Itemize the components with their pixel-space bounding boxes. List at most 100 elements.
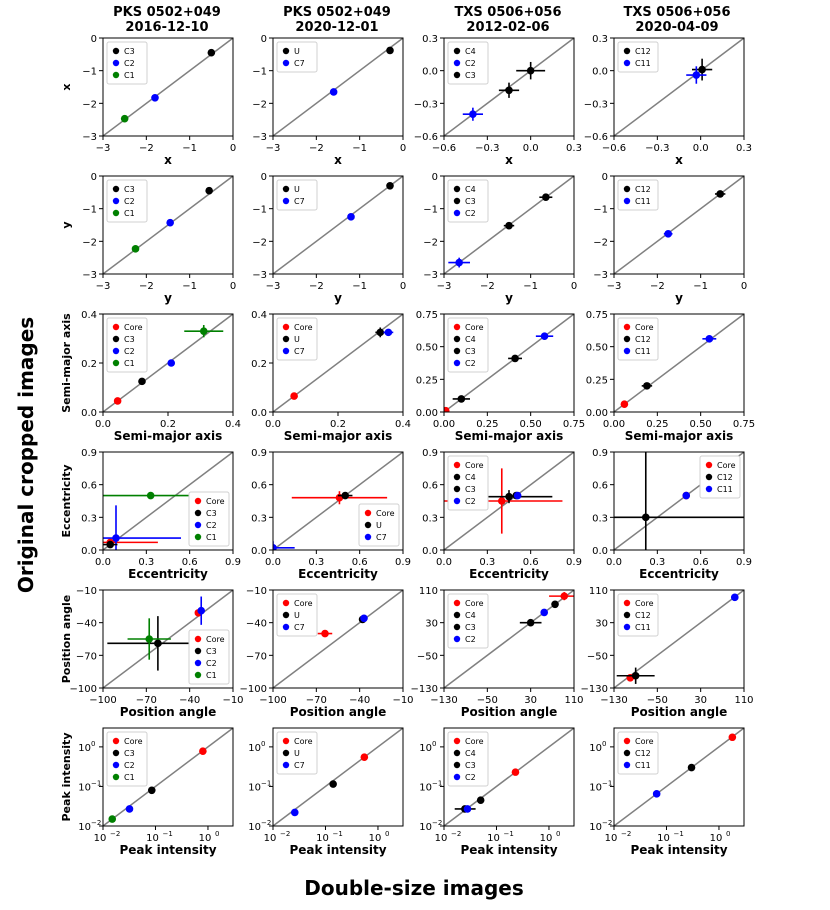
y-tick-exponent: 0	[432, 740, 436, 748]
legend-label: C2	[465, 773, 476, 782]
axes-frame	[613, 37, 745, 137]
legend-marker	[112, 197, 120, 205]
legend-marker	[705, 461, 713, 469]
y-tick-label: −50	[587, 651, 608, 662]
x-axis-label: Eccentricity	[469, 567, 549, 581]
legend: Core C4 C3 C2	[447, 317, 489, 373]
legend-marker	[453, 773, 461, 781]
data-point-c3	[511, 354, 519, 363]
legend: Core C4 C3 C2	[447, 593, 489, 649]
data-point-c1	[199, 327, 208, 335]
legend-marker	[453, 485, 461, 493]
legend-label: C2	[206, 659, 217, 668]
x-tick-label: 0.3	[566, 143, 582, 154]
data-point-c4	[505, 492, 513, 501]
plot-area	[273, 728, 403, 826]
y-tick-label: 0.50	[416, 343, 438, 354]
legend: U C7	[276, 41, 318, 73]
x-tick-label: −2	[139, 143, 154, 154]
x-tick-label: 30	[694, 695, 707, 706]
legend-label: C4	[465, 185, 476, 194]
y-tick-label: 0.0	[422, 546, 438, 557]
y-tick-label: 0	[91, 34, 97, 45]
x-tick-label: 0.0	[606, 557, 622, 568]
legend: Core C12 C11	[699, 455, 741, 499]
y-tick-label: −70	[76, 651, 97, 662]
x-tick-label: −2	[139, 281, 154, 292]
legend-label: U	[294, 335, 300, 344]
panel-smaj-col3: 0.00 0.25 0.50 0.750.000.250.500.75Semi-maj…	[416, 310, 585, 443]
data-point-c2	[513, 491, 522, 500]
legend-label: C4	[465, 47, 476, 56]
x-tick-exponent: 0	[385, 830, 389, 838]
legend-label: C1	[206, 533, 217, 542]
y-tick-label: −130	[581, 684, 608, 695]
axes-frame	[443, 313, 575, 413]
legend-marker	[282, 197, 290, 205]
legend-marker	[623, 59, 631, 67]
y-tick-label: −2	[82, 99, 97, 110]
legend-marker	[282, 761, 290, 769]
y-tick-label: 0.0	[592, 67, 608, 78]
x-tick-label: −50	[477, 695, 498, 706]
legend-marker	[453, 737, 461, 745]
legend-label: C4	[465, 611, 476, 620]
data-point-c7	[290, 808, 299, 817]
x-tick-label: 10	[657, 833, 670, 844]
legend-marker	[623, 749, 631, 757]
y-axis-label: Eccentricity	[60, 464, 73, 537]
y-tick-label: 10	[248, 822, 261, 833]
legend-marker	[282, 59, 290, 67]
data-point-c3	[106, 540, 115, 549]
plot-area	[273, 452, 403, 550]
legend-label: Core	[635, 323, 654, 332]
data-point-c11	[682, 491, 691, 500]
legend-marker	[112, 59, 120, 67]
y-tick-exponent: −1	[602, 779, 612, 787]
data-point-c3	[207, 48, 216, 57]
legend-label: Core	[124, 737, 143, 746]
data-point-core	[199, 747, 207, 755]
y-tick-label: 0.75	[416, 310, 438, 321]
data-point-c2	[197, 606, 206, 615]
panel-pa-col3: −130 −50 30 110 −130 −50 30 110 Position angle Co…	[411, 586, 584, 719]
legend-marker	[112, 71, 120, 79]
legend: C3 C2 C1	[106, 41, 148, 85]
x-tick-label: −1	[352, 281, 367, 292]
legend-marker	[623, 335, 631, 343]
plot-area	[614, 314, 744, 412]
x-axis-label: Position angle	[461, 705, 558, 719]
x-tick-exponent: 0	[556, 830, 560, 838]
x-tick-label: 0.75	[733, 419, 755, 430]
panel-smaj-col4: 0.00 0.25 0.50 0.750.000.250.500.75Semi-maj…	[586, 310, 755, 443]
axes-frame	[443, 451, 575, 551]
legend-label: Core	[465, 599, 484, 608]
x-tick-label: −3	[437, 281, 452, 292]
data-point-u	[376, 328, 385, 337]
x-tick-label: 0.75	[563, 419, 585, 430]
x-tick-label: 0	[400, 281, 406, 292]
data-point-c3	[154, 639, 162, 648]
y-tick-label: 0.0	[81, 546, 97, 557]
y-tick-label: 10	[78, 822, 91, 833]
x-tick-label: 0.6	[182, 557, 198, 568]
legend-marker	[453, 323, 461, 331]
y-tick-label: −3	[82, 132, 97, 143]
legend-label: C11	[635, 347, 651, 356]
x-tick-label: −0.3	[475, 143, 499, 154]
legend-label: U	[294, 611, 300, 620]
legend-marker	[453, 209, 461, 217]
y-tick-label: 10	[248, 782, 261, 793]
legend-marker	[453, 47, 461, 55]
legend-marker	[623, 323, 631, 331]
x-tick-exponent: −1	[673, 830, 683, 838]
y-axis-label: Semi-major axis	[60, 313, 73, 413]
x-tick-label: 0.9	[736, 557, 752, 568]
data-point-c11	[652, 790, 661, 798]
data-point-c11	[692, 71, 701, 79]
y-tick-exponent: −1	[432, 779, 442, 787]
